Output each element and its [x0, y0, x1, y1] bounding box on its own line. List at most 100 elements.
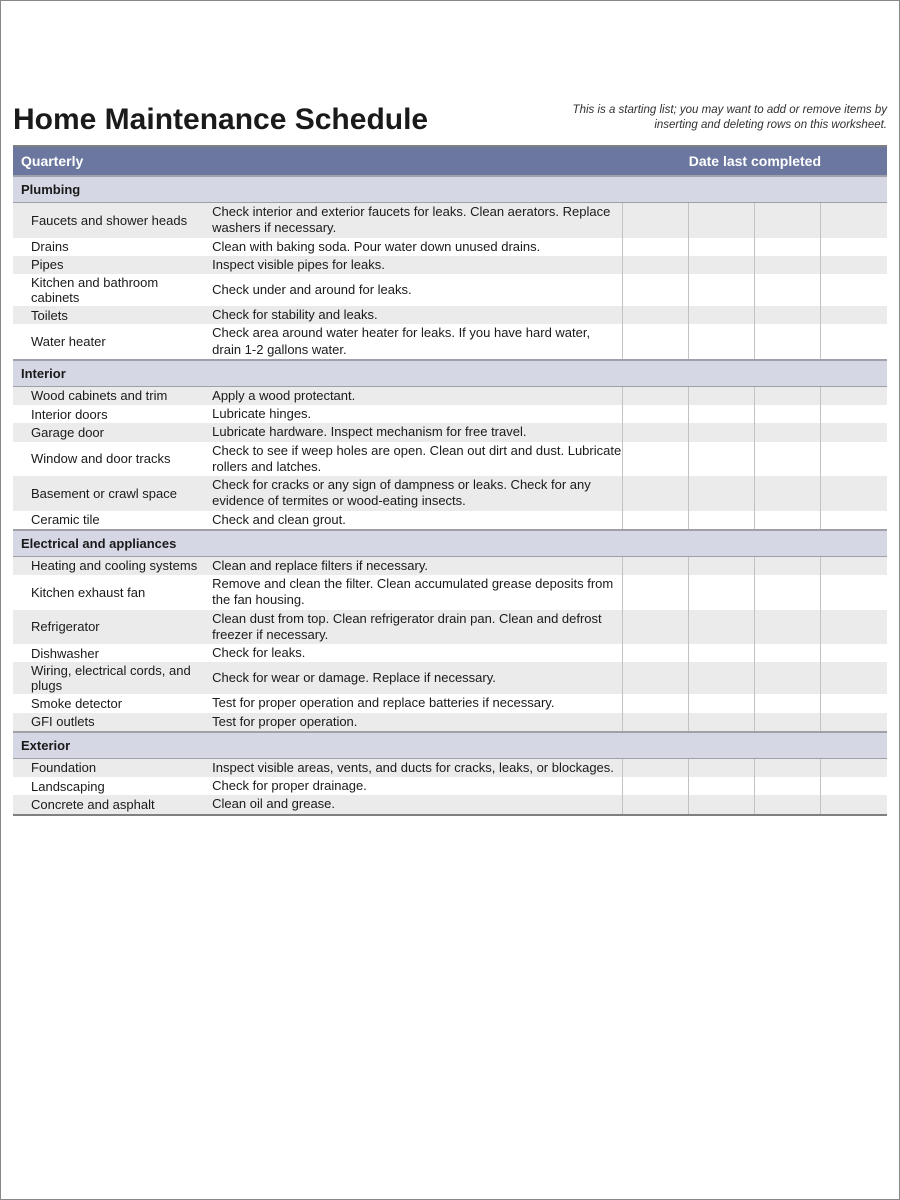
date-cell[interactable]: [755, 758, 821, 777]
date-cell[interactable]: [689, 662, 755, 694]
date-cell[interactable]: [821, 575, 887, 610]
date-cell[interactable]: [623, 795, 689, 814]
date-cell[interactable]: [689, 423, 755, 441]
date-cell[interactable]: [689, 610, 755, 645]
date-cell[interactable]: [821, 256, 887, 274]
date-cell[interactable]: [755, 644, 821, 662]
date-cell[interactable]: [623, 423, 689, 441]
date-cell[interactable]: [821, 386, 887, 405]
date-cell[interactable]: [689, 274, 755, 306]
date-cell[interactable]: [755, 511, 821, 530]
date-cell[interactable]: [755, 442, 821, 477]
table-row: Heating and cooling systemsClean and rep…: [13, 556, 887, 575]
date-cell[interactable]: [755, 324, 821, 360]
date-cell[interactable]: [689, 556, 755, 575]
date-cell[interactable]: [755, 713, 821, 732]
date-cell[interactable]: [755, 423, 821, 441]
date-cell[interactable]: [689, 575, 755, 610]
date-cell[interactable]: [623, 662, 689, 694]
date-cell[interactable]: [821, 694, 887, 712]
date-cell[interactable]: [821, 610, 887, 645]
date-cell[interactable]: [821, 274, 887, 306]
date-cell[interactable]: [755, 556, 821, 575]
date-cell[interactable]: [755, 274, 821, 306]
date-cell[interactable]: [821, 644, 887, 662]
row-description: Apply a wood protectant.: [211, 386, 623, 405]
date-cell[interactable]: [821, 476, 887, 511]
date-cell[interactable]: [623, 694, 689, 712]
date-cell[interactable]: [623, 203, 689, 238]
date-cell[interactable]: [755, 795, 821, 814]
date-cell[interactable]: [623, 476, 689, 511]
row-item-label: Faucets and shower heads: [13, 203, 211, 238]
date-cell[interactable]: [755, 386, 821, 405]
date-cell[interactable]: [689, 442, 755, 477]
date-cell[interactable]: [755, 203, 821, 238]
row-description: Check for proper drainage.: [211, 777, 623, 795]
date-cell[interactable]: [623, 575, 689, 610]
date-cell[interactable]: [755, 256, 821, 274]
date-cell[interactable]: [689, 511, 755, 530]
date-cell[interactable]: [623, 610, 689, 645]
date-cell[interactable]: [821, 777, 887, 795]
date-cell[interactable]: [821, 423, 887, 441]
row-description: Remove and clean the filter. Clean accum…: [211, 575, 623, 610]
date-cell[interactable]: [821, 442, 887, 477]
date-cell[interactable]: [623, 256, 689, 274]
date-cell[interactable]: [755, 662, 821, 694]
date-cell[interactable]: [689, 238, 755, 256]
date-cell[interactable]: [755, 306, 821, 324]
section-title: Interior: [13, 360, 887, 387]
date-cell[interactable]: [821, 662, 887, 694]
date-cell[interactable]: [689, 644, 755, 662]
row-description: Check area around water heater for leaks…: [211, 324, 623, 360]
date-cell[interactable]: [689, 713, 755, 732]
date-cell[interactable]: [623, 758, 689, 777]
date-cell[interactable]: [821, 238, 887, 256]
table-row: Basement or crawl spaceCheck for cracks …: [13, 476, 887, 511]
date-cell[interactable]: [689, 386, 755, 405]
date-cell[interactable]: [821, 713, 887, 732]
date-cell[interactable]: [623, 238, 689, 256]
date-cell[interactable]: [623, 405, 689, 423]
date-cell[interactable]: [821, 795, 887, 814]
date-cell[interactable]: [821, 556, 887, 575]
date-cell[interactable]: [755, 575, 821, 610]
date-cell[interactable]: [623, 324, 689, 360]
date-cell[interactable]: [755, 476, 821, 511]
row-description: Check for leaks.: [211, 644, 623, 662]
table-row: Kitchen exhaust fanRemove and clean the …: [13, 575, 887, 610]
date-cell[interactable]: [755, 405, 821, 423]
date-cell[interactable]: [689, 694, 755, 712]
date-cell[interactable]: [821, 203, 887, 238]
date-cell[interactable]: [689, 256, 755, 274]
date-cell[interactable]: [623, 386, 689, 405]
date-cell[interactable]: [689, 476, 755, 511]
date-cell[interactable]: [623, 777, 689, 795]
date-cell[interactable]: [623, 644, 689, 662]
date-cell[interactable]: [623, 511, 689, 530]
date-cell[interactable]: [689, 203, 755, 238]
date-cell[interactable]: [755, 777, 821, 795]
date-cell[interactable]: [755, 238, 821, 256]
date-cell[interactable]: [821, 306, 887, 324]
date-cell[interactable]: [689, 405, 755, 423]
date-cell[interactable]: [689, 777, 755, 795]
date-cell[interactable]: [821, 758, 887, 777]
row-item-label: Landscaping: [13, 777, 211, 795]
date-cell[interactable]: [623, 306, 689, 324]
date-cell[interactable]: [821, 511, 887, 530]
date-cell[interactable]: [821, 324, 887, 360]
date-cell[interactable]: [623, 442, 689, 477]
date-cell[interactable]: [689, 795, 755, 814]
date-cell[interactable]: [689, 758, 755, 777]
date-cell[interactable]: [623, 556, 689, 575]
date-cell[interactable]: [821, 405, 887, 423]
date-cell[interactable]: [689, 306, 755, 324]
date-cell[interactable]: [623, 274, 689, 306]
date-cell[interactable]: [755, 610, 821, 645]
date-cell[interactable]: [755, 694, 821, 712]
schedule-table: QuarterlyDate last completedPlumbingFauc…: [13, 145, 887, 816]
date-cell[interactable]: [689, 324, 755, 360]
date-cell[interactable]: [623, 713, 689, 732]
